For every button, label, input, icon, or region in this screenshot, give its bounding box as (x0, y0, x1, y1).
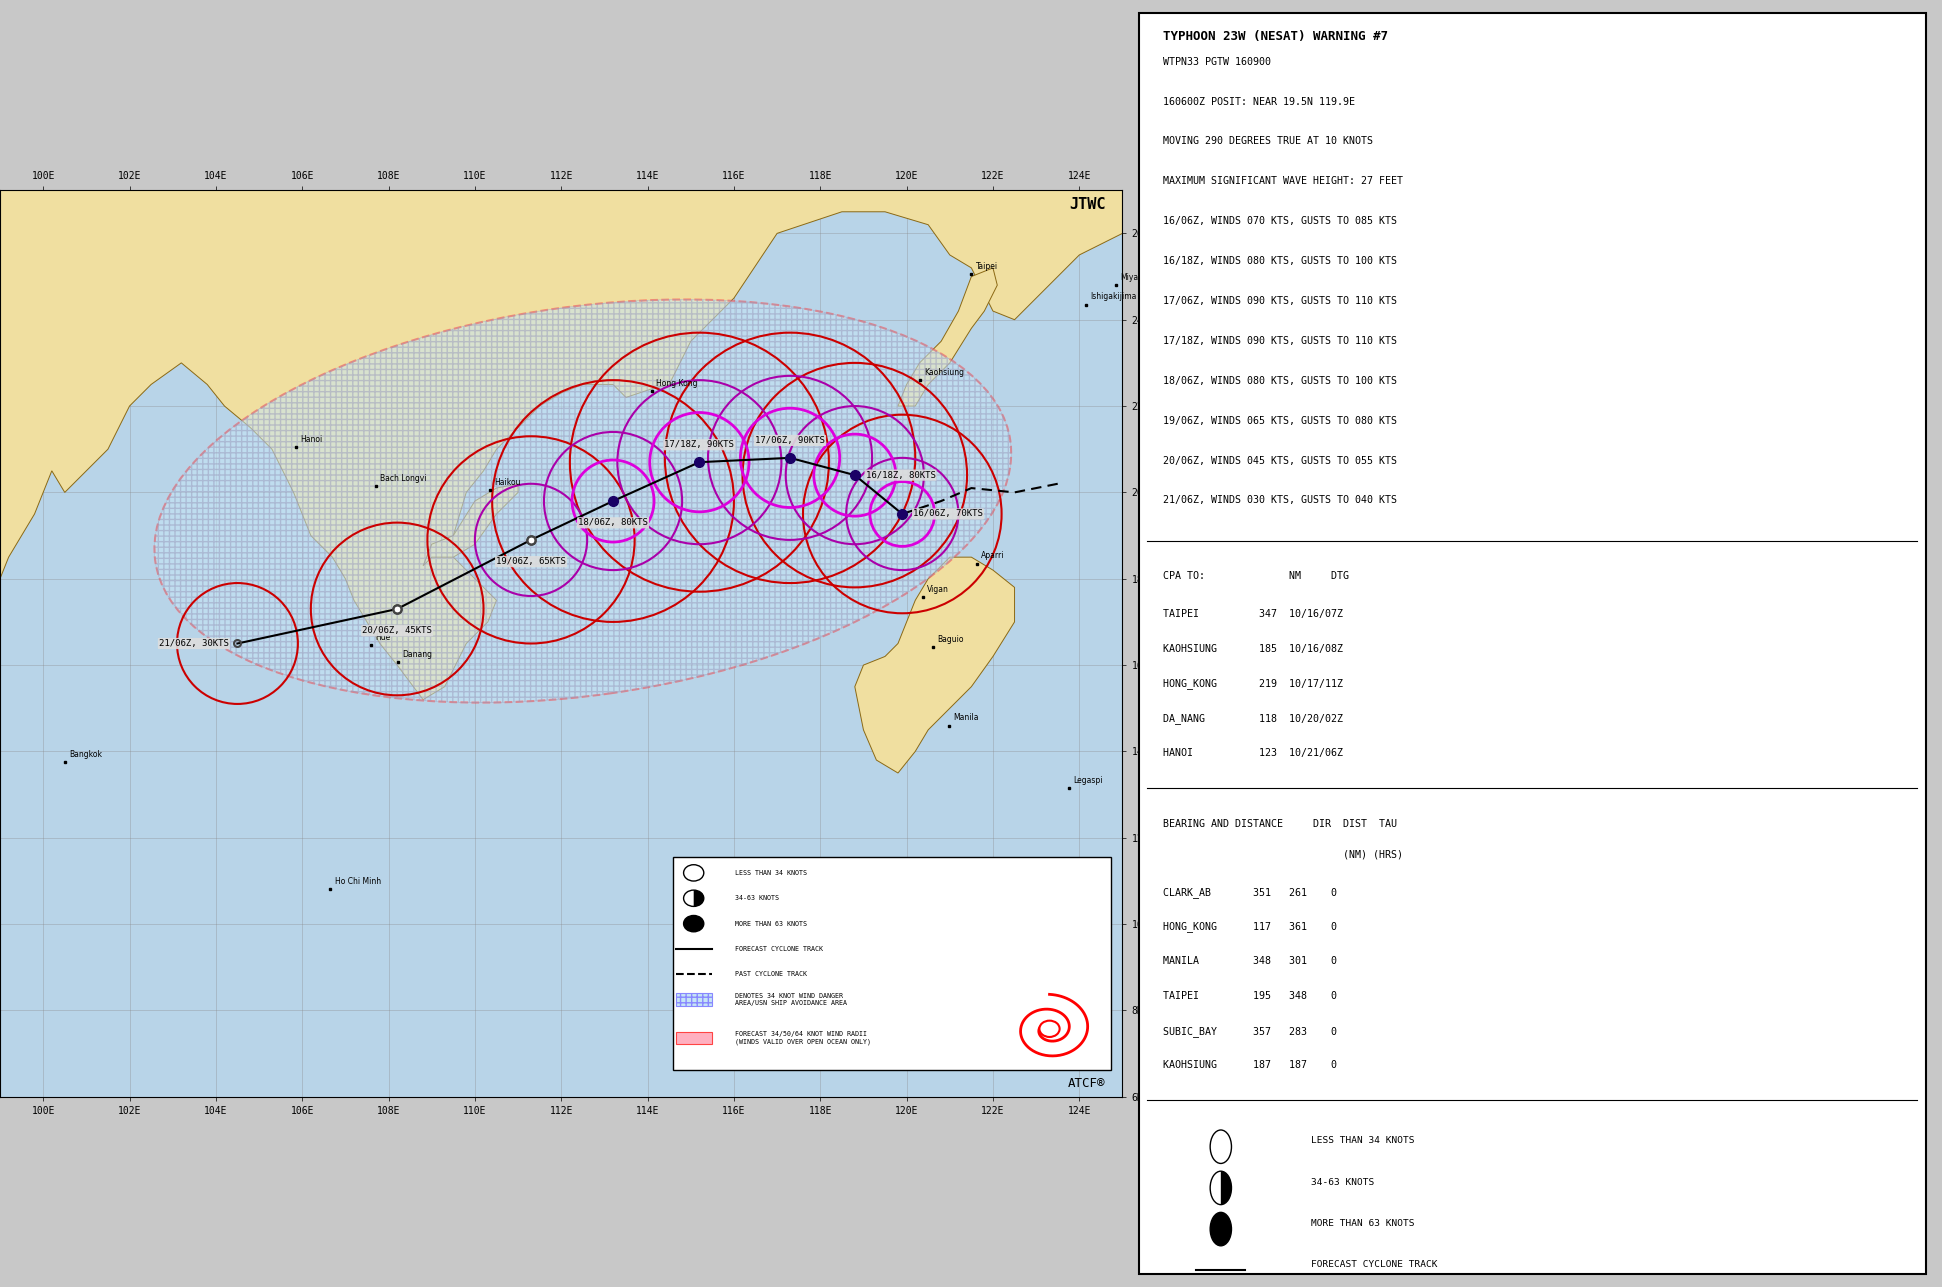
Polygon shape (0, 190, 1122, 700)
Text: Vigan: Vigan (928, 584, 950, 593)
Text: DA_NANG         118  10/20/02Z: DA_NANG 118 10/20/02Z (1163, 713, 1344, 723)
Polygon shape (897, 268, 998, 407)
Wedge shape (1222, 1171, 1231, 1205)
Text: KAOHSIUNG       185  10/16/08Z: KAOHSIUNG 185 10/16/08Z (1163, 644, 1344, 654)
Text: CLARK_AB       351   261    0: CLARK_AB 351 261 0 (1163, 887, 1338, 897)
Text: LESS THAN 34 KNOTS: LESS THAN 34 KNOTS (1311, 1136, 1414, 1145)
Text: 18/06Z, WINDS 080 KTS, GUSTS TO 100 KTS: 18/06Z, WINDS 080 KTS, GUSTS TO 100 KTS (1163, 376, 1398, 386)
Circle shape (684, 891, 703, 906)
Text: 17/18Z, 90KTS: 17/18Z, 90KTS (664, 440, 734, 449)
Text: MANILA         348   301    0: MANILA 348 301 0 (1163, 956, 1338, 967)
Text: BEARING AND DISTANCE     DIR  DIST  TAU: BEARING AND DISTANCE DIR DIST TAU (1163, 819, 1398, 829)
Text: 16/18Z, 80KTS: 16/18Z, 80KTS (866, 471, 936, 480)
Text: PAST CYCLONE TRACK: PAST CYCLONE TRACK (736, 972, 808, 977)
Text: Miyako: Miyako (1121, 273, 1148, 282)
Circle shape (1039, 1021, 1060, 1037)
Text: Danang: Danang (402, 650, 433, 659)
Text: 17/06Z, WINDS 090 KTS, GUSTS TO 110 KTS: 17/06Z, WINDS 090 KTS, GUSTS TO 110 KTS (1163, 296, 1398, 306)
Text: TAIPEI         195   348    0: TAIPEI 195 348 0 (1163, 991, 1338, 1001)
Text: Baguio: Baguio (936, 634, 963, 644)
Text: Ho Chi Minh: Ho Chi Minh (334, 876, 381, 885)
Text: DENOTES 34 KNOT WIND DANGER
AREA/USN SHIP AVOIDANCE AREA: DENOTES 34 KNOT WIND DANGER AREA/USN SHI… (736, 994, 847, 1006)
Text: HONG_KONG      117   361    0: HONG_KONG 117 361 0 (1163, 921, 1338, 932)
Text: WTPN33 PGTW 160900: WTPN33 PGTW 160900 (1163, 57, 1272, 67)
Text: FORECAST CYCLONE TRACK: FORECAST CYCLONE TRACK (1311, 1260, 1437, 1269)
Text: 17/06Z, 90KTS: 17/06Z, 90KTS (755, 436, 825, 445)
Circle shape (1210, 1212, 1231, 1246)
Circle shape (1210, 1130, 1231, 1163)
Text: HONG_KONG       219  10/17/11Z: HONG_KONG 219 10/17/11Z (1163, 678, 1344, 689)
Text: Legaspi: Legaspi (1072, 776, 1103, 785)
Circle shape (1210, 1171, 1231, 1205)
Text: 16/18Z, WINDS 080 KTS, GUSTS TO 100 KTS: 16/18Z, WINDS 080 KTS, GUSTS TO 100 KTS (1163, 256, 1398, 266)
Text: Ishigakijima: Ishigakijima (1089, 292, 1136, 301)
Text: Bangkok: Bangkok (70, 750, 103, 759)
Text: FORECAST 34/50/64 KNOT WIND RADII
(WINDS VALID OVER OPEN OCEAN ONLY): FORECAST 34/50/64 KNOT WIND RADII (WINDS… (736, 1031, 872, 1045)
Text: Bach Longvi: Bach Longvi (381, 474, 427, 483)
Text: 21/06Z, WINDS 030 KTS, GUSTS TO 040 KTS: 21/06Z, WINDS 030 KTS, GUSTS TO 040 KTS (1163, 495, 1398, 506)
FancyBboxPatch shape (1138, 13, 1926, 1274)
Text: Hue: Hue (375, 633, 390, 642)
Wedge shape (693, 891, 703, 906)
Text: MORE THAN 63 KNOTS: MORE THAN 63 KNOTS (736, 920, 808, 927)
Text: 34-63 KNOTS: 34-63 KNOTS (736, 896, 779, 901)
Text: 19/06Z, WINDS 065 KTS, GUSTS TO 080 KTS: 19/06Z, WINDS 065 KTS, GUSTS TO 080 KTS (1163, 416, 1398, 426)
Text: MORE THAN 63 KNOTS: MORE THAN 63 KNOTS (1311, 1219, 1414, 1228)
FancyBboxPatch shape (676, 994, 711, 1006)
Text: Taipei: Taipei (975, 263, 998, 272)
Text: 20/06Z, WINDS 045 KTS, GUSTS TO 055 KTS: 20/06Z, WINDS 045 KTS, GUSTS TO 055 KTS (1163, 456, 1398, 466)
Text: MAXIMUM SIGNIFICANT WAVE HEIGHT: 27 FEET: MAXIMUM SIGNIFICANT WAVE HEIGHT: 27 FEET (1163, 176, 1404, 187)
Text: MOVING 290 DEGREES TRUE AT 10 KNOTS: MOVING 290 DEGREES TRUE AT 10 KNOTS (1163, 136, 1373, 147)
Text: TYPHOON 23W (NESAT) WARNING #7: TYPHOON 23W (NESAT) WARNING #7 (1163, 30, 1389, 42)
Text: ATCF®: ATCF® (1068, 1077, 1105, 1090)
Text: 19/06Z, 65KTS: 19/06Z, 65KTS (495, 557, 565, 566)
Text: 160600Z POSIT: NEAR 19.5N 119.9E: 160600Z POSIT: NEAR 19.5N 119.9E (1163, 97, 1356, 107)
Text: 34-63 KNOTS: 34-63 KNOTS (1311, 1178, 1375, 1187)
Text: 16/06Z, WINDS 070 KTS, GUSTS TO 085 KTS: 16/06Z, WINDS 070 KTS, GUSTS TO 085 KTS (1163, 216, 1398, 227)
Text: HANOI           123  10/21/06Z: HANOI 123 10/21/06Z (1163, 748, 1344, 758)
Text: 20/06Z, 45KTS: 20/06Z, 45KTS (363, 627, 433, 636)
Circle shape (684, 865, 703, 882)
Text: FORECAST CYCLONE TRACK: FORECAST CYCLONE TRACK (736, 946, 823, 952)
Polygon shape (423, 484, 519, 566)
Text: SUBIC_BAY      357   283    0: SUBIC_BAY 357 283 0 (1163, 1026, 1338, 1036)
Text: Haikou: Haikou (495, 477, 520, 486)
Text: (NM) (HRS): (NM) (HRS) (1163, 849, 1404, 860)
Text: 21/06Z, 30KTS: 21/06Z, 30KTS (159, 640, 229, 647)
Text: JTWC: JTWC (1070, 197, 1105, 211)
Text: Puerto Princesa: Puerto Princesa (856, 923, 917, 932)
Text: KAOHSIUNG      187   187    0: KAOHSIUNG 187 187 0 (1163, 1060, 1338, 1071)
Text: LESS THAN 34 KNOTS: LESS THAN 34 KNOTS (736, 870, 808, 876)
Text: CPA TO:              NM     DTG: CPA TO: NM DTG (1163, 571, 1350, 582)
FancyBboxPatch shape (676, 1032, 711, 1044)
FancyBboxPatch shape (674, 857, 1111, 1069)
Text: 16/06Z, 70KTS: 16/06Z, 70KTS (913, 510, 983, 519)
Circle shape (684, 915, 703, 932)
Ellipse shape (155, 300, 1012, 703)
Text: TAIPEI          347  10/16/07Z: TAIPEI 347 10/16/07Z (1163, 609, 1344, 619)
Text: Aparri: Aparri (981, 551, 1004, 560)
Text: Hong Kong: Hong Kong (656, 378, 697, 387)
Text: Hanoi: Hanoi (301, 435, 322, 444)
Text: 18/06Z, 80KTS: 18/06Z, 80KTS (579, 519, 649, 528)
Text: 17/18Z, WINDS 090 KTS, GUSTS TO 110 KTS: 17/18Z, WINDS 090 KTS, GUSTS TO 110 KTS (1163, 336, 1398, 346)
Text: Kaohsiung: Kaohsiung (924, 368, 963, 377)
Polygon shape (854, 557, 1014, 773)
Text: Manila: Manila (954, 713, 979, 722)
